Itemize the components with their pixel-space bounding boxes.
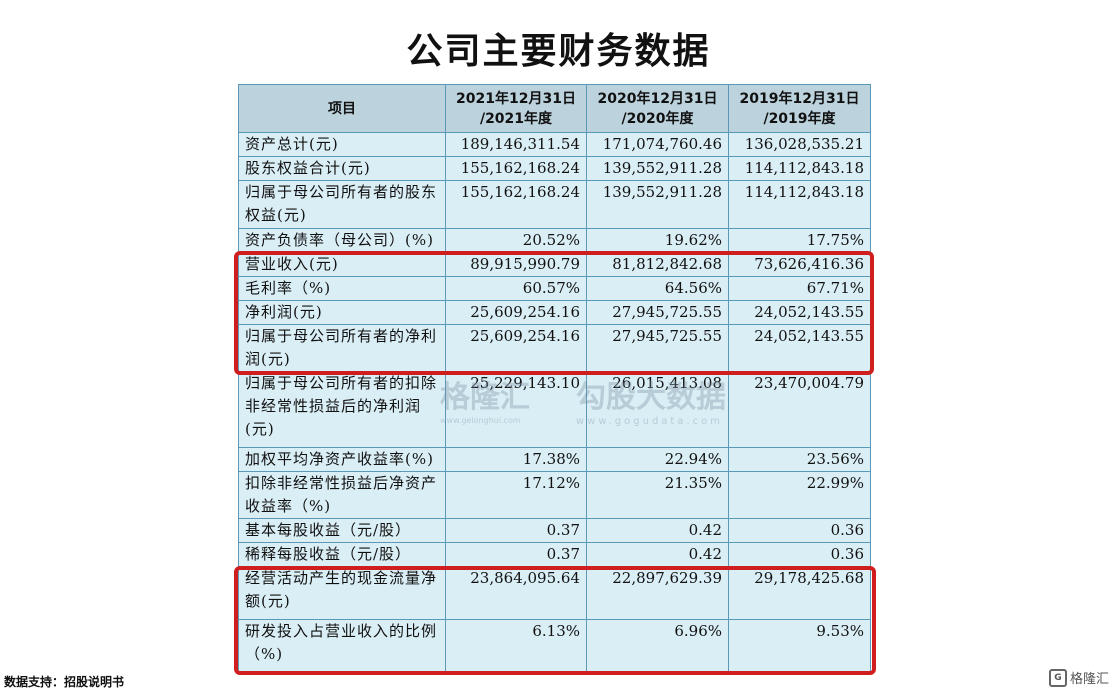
row-label: 扣除非经常性损益后净资产收益率（%) bbox=[238, 471, 446, 519]
page-title: 公司主要财务数据 bbox=[406, 31, 711, 72]
row-label: 资产总计(元) bbox=[238, 132, 446, 157]
row-value: 60.57% bbox=[445, 276, 587, 301]
row-label: 归属于母公司所有者的净利润(元) bbox=[238, 324, 446, 372]
table-row: 扣除非经常性损益后净资产收益率（%) 17.12% 21.35% 22.99% bbox=[238, 471, 871, 519]
column-header-2020: 2020年12月31日 /2020年度 bbox=[586, 84, 729, 133]
row-value: 155,162,168.24 bbox=[445, 156, 587, 181]
table-row: 归属于母公司所有者的股东权益(元) 155,162,168.24 139,552,9… bbox=[238, 180, 871, 229]
row-label: 毛利率（%) bbox=[238, 276, 446, 301]
table-row: 归属于母公司所有者的扣除非经常性损益后的净利润(元) 25,229,143.10 2… bbox=[238, 371, 871, 448]
row-label: 稀释每股收益（元/股） bbox=[238, 542, 446, 567]
table-row: 加权平均净资产收益率(%) 17.38% 22.94% 23.56% bbox=[238, 447, 871, 472]
table-row: 营业收入(元) 89,915,990.79 81,812,842.68 73,626,… bbox=[238, 252, 871, 277]
brand-logo: G 格隆汇 bbox=[1048, 668, 1109, 687]
row-label: 研发投入占营业收入的比例（%) bbox=[238, 619, 446, 672]
row-value: 27,945,725.55 bbox=[586, 324, 729, 372]
row-value: 64.56% bbox=[586, 276, 729, 301]
row-value: 24,052,143.55 bbox=[728, 300, 871, 325]
row-label: 加权平均净资产收益率(%) bbox=[238, 447, 446, 472]
row-value: 25,609,254.16 bbox=[445, 324, 587, 372]
table-row: 稀释每股收益（元/股） 0.37 0.42 0.36 bbox=[238, 542, 871, 567]
row-value: 22.94% bbox=[586, 447, 729, 472]
row-value: 0.42 bbox=[586, 542, 729, 567]
table-row: 资产总计(元) 189,146,311.54 171,074,760.46 136,0… bbox=[238, 132, 871, 157]
row-value: 17.38% bbox=[445, 447, 587, 472]
row-value: 20.52% bbox=[445, 228, 587, 253]
table-header-row: 项目 2021年12月31日 /2021年度 2020年12月31日 /2020… bbox=[238, 84, 871, 133]
row-value: 23.56% bbox=[728, 447, 871, 472]
row-value: 27,945,725.55 bbox=[586, 300, 729, 325]
row-value: 139,552,911.28 bbox=[586, 180, 729, 229]
table-row: 研发投入占营业收入的比例（%) 6.13% 6.96% 9.53% bbox=[238, 619, 871, 672]
row-value: 139,552,911.28 bbox=[586, 156, 729, 181]
row-label: 股东权益合计(元) bbox=[238, 156, 446, 181]
financial-table: 项目 2021年12月31日 /2021年度 2020年12月31日 /2020… bbox=[238, 84, 871, 672]
row-value: 22.99% bbox=[728, 471, 871, 519]
table-row: 股东权益合计(元) 155,162,168.24 139,552,911.28 114… bbox=[238, 156, 871, 181]
row-value: 22,897,629.39 bbox=[586, 566, 729, 620]
row-value: 67.71% bbox=[728, 276, 871, 301]
row-value: 26,015,413.08 bbox=[586, 371, 729, 448]
column-header-2019: 2019年12月31日 /2019年度 bbox=[728, 84, 871, 133]
table-row: 经营活动产生的现金流量净额(元) 23,864,095.64 22,897,629.… bbox=[238, 566, 871, 620]
row-value: 24,052,143.55 bbox=[728, 324, 871, 372]
row-label: 营业收入(元) bbox=[238, 252, 446, 277]
row-label: 经营活动产生的现金流量净额(元) bbox=[238, 566, 446, 620]
row-value: 6.13% bbox=[445, 619, 587, 672]
table-row: 毛利率（%) 60.57% 64.56% 67.71% bbox=[238, 276, 871, 301]
row-value: 17.12% bbox=[445, 471, 587, 519]
row-value: 81,812,842.68 bbox=[586, 252, 729, 277]
row-value: 23,470,004.79 bbox=[728, 371, 871, 448]
column-header-2021: 2021年12月31日 /2021年度 bbox=[445, 84, 587, 133]
table-row: 基本每股收益（元/股） 0.37 0.42 0.36 bbox=[238, 518, 871, 543]
source-note: 数据支持：招股说明书 bbox=[4, 675, 125, 689]
row-value: 19.62% bbox=[586, 228, 729, 253]
row-value: 0.37 bbox=[445, 542, 587, 567]
row-value: 29,178,425.68 bbox=[728, 566, 871, 620]
row-value: 171,074,760.46 bbox=[586, 132, 729, 157]
row-label: 归属于母公司所有者的股东权益(元) bbox=[238, 180, 446, 229]
row-label: 资产负债率（母公司）(%) bbox=[238, 228, 446, 253]
row-value: 0.42 bbox=[586, 518, 729, 543]
row-value: 89,915,990.79 bbox=[445, 252, 587, 277]
row-value: 114,112,843.18 bbox=[728, 180, 871, 229]
row-value: 189,146,311.54 bbox=[445, 132, 587, 157]
row-label: 净利润(元) bbox=[238, 300, 446, 325]
row-value: 155,162,168.24 bbox=[445, 180, 587, 229]
row-value: 25,229,143.10 bbox=[445, 371, 587, 448]
row-value: 17.75% bbox=[728, 228, 871, 253]
row-value: 6.96% bbox=[586, 619, 729, 672]
gelonghui-logo-icon: G bbox=[1048, 668, 1067, 687]
row-value: 25,609,254.16 bbox=[445, 300, 587, 325]
row-value: 9.53% bbox=[728, 619, 871, 672]
row-label: 归属于母公司所有者的扣除非经常性损益后的净利润(元) bbox=[238, 371, 446, 448]
row-label: 基本每股收益（元/股） bbox=[238, 518, 446, 543]
row-value: 23,864,095.64 bbox=[445, 566, 587, 620]
row-value: 0.37 bbox=[445, 518, 587, 543]
row-value: 21.35% bbox=[586, 471, 729, 519]
table-row: 净利润(元) 25,609,254.16 27,945,725.55 24,052,1… bbox=[238, 300, 871, 325]
table-row: 归属于母公司所有者的净利润(元) 25,609,254.16 27,945,725.… bbox=[238, 324, 871, 372]
row-value: 73,626,416.36 bbox=[728, 252, 871, 277]
row-value: 114,112,843.18 bbox=[728, 156, 871, 181]
table-row: 资产负债率（母公司）(%) 20.52% 19.62% 17.75% bbox=[238, 228, 871, 253]
brand-logo-text: 格隆汇 bbox=[1069, 672, 1109, 687]
row-value: 0.36 bbox=[728, 542, 871, 567]
row-value: 0.36 bbox=[728, 518, 871, 543]
row-value: 136,028,535.21 bbox=[728, 132, 871, 157]
column-header-item: 项目 bbox=[238, 84, 446, 133]
